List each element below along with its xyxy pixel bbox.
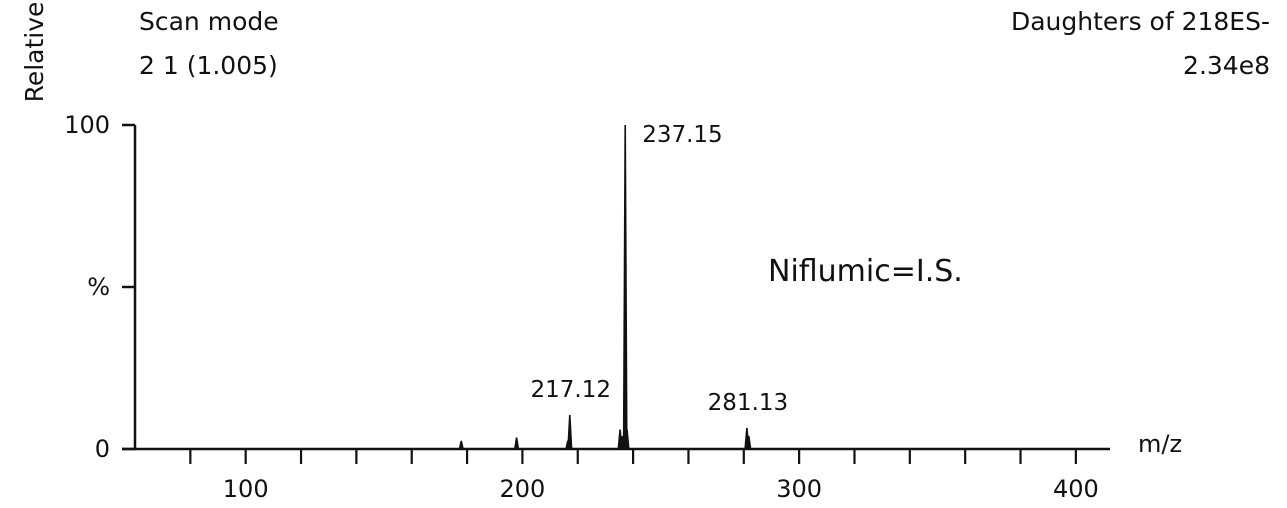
spectrum-peak [622, 124, 628, 450]
y-axis-title: Relative [20, 2, 49, 103]
spectrum-peak [567, 414, 573, 450]
spectrum-peak [624, 429, 630, 450]
peak-label: 217.12 [531, 377, 611, 403]
base-peak-intensity-label: 2.34e8 [1183, 51, 1270, 80]
y-ticks-group: 100% 0 [64, 111, 135, 463]
peaks-group: 217.12 237.15 281.13 [458, 122, 788, 450]
x-tick-label: 100 [223, 475, 269, 503]
spectrum-peak [513, 437, 520, 450]
scan-number-label: 2 1 (1.005) [139, 51, 278, 80]
spectrum-peak [458, 440, 465, 450]
x-tick-label: 200 [500, 475, 546, 503]
y-tick-label: 100 [64, 111, 110, 139]
peak-label: 281.13 [708, 390, 788, 416]
y-tick-label: 0 [95, 435, 110, 463]
x-axis-label: m/z [1138, 430, 1182, 458]
compound-annotation: Niflumic=I.S. [768, 254, 963, 289]
y-tick-label: % [87, 273, 110, 301]
scan-mode-label: Scan mode [139, 7, 279, 36]
x-tick-label: 400 [1053, 475, 1099, 503]
x-ticks-group: 100 200 300 400 [189, 449, 1099, 503]
spectrum-peak [746, 435, 752, 450]
daughters-of-label: Daughters of 218ES- [1011, 7, 1270, 36]
peak-label: 237.15 [642, 122, 722, 148]
x-tick-label: 300 [776, 475, 822, 503]
